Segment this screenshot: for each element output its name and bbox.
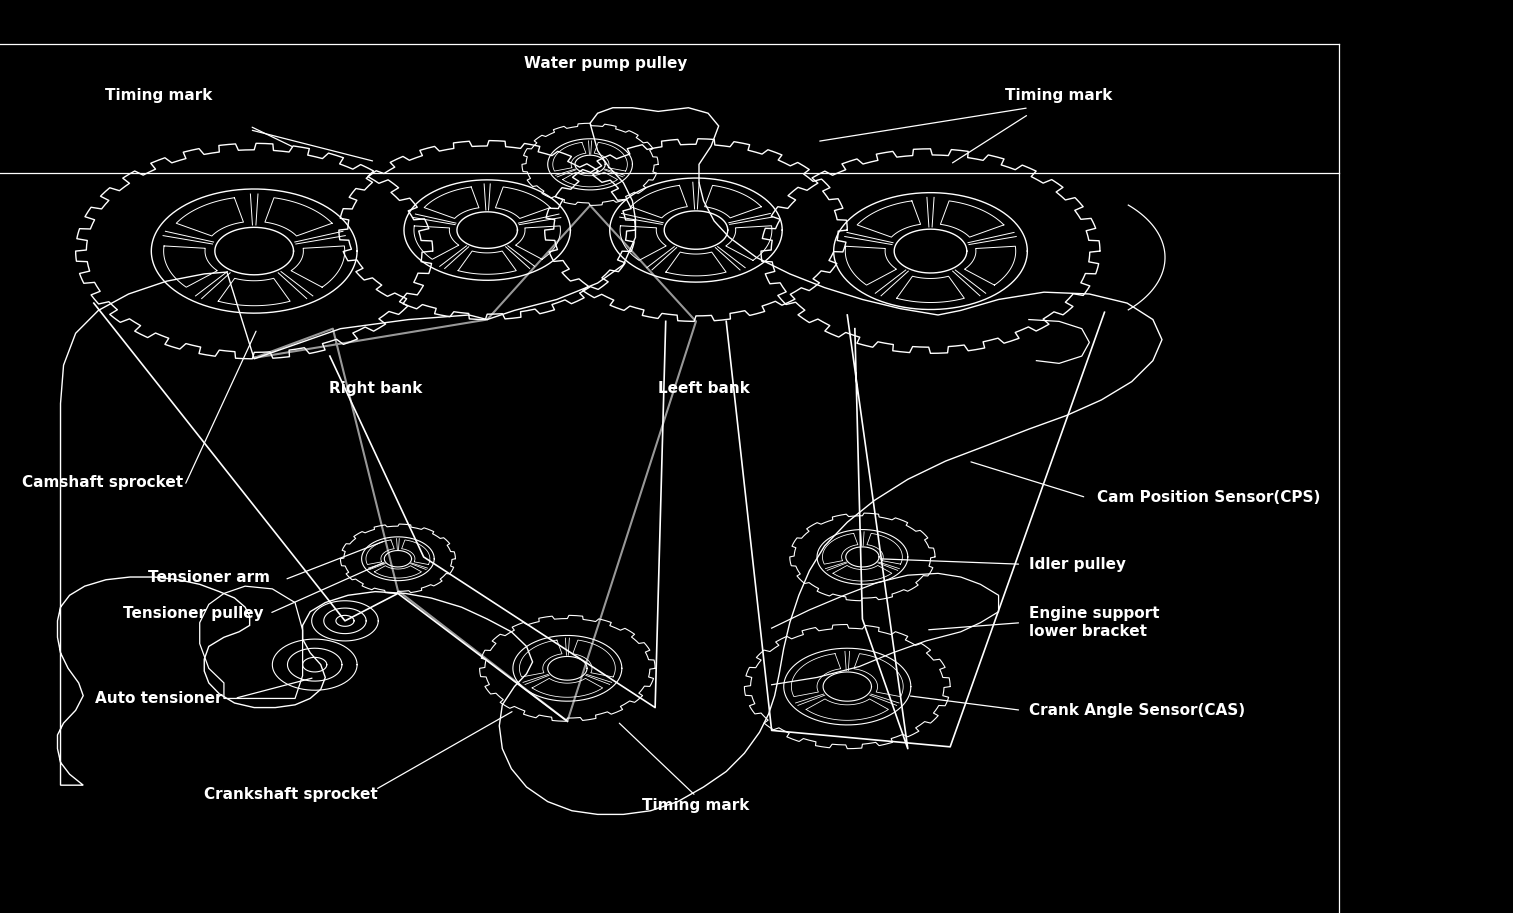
Text: Water pump pulley: Water pump pulley: [523, 57, 687, 71]
Text: Idler pulley: Idler pulley: [1029, 557, 1126, 572]
Text: Camshaft sprocket: Camshaft sprocket: [23, 475, 183, 489]
Text: Timing mark: Timing mark: [1006, 89, 1112, 103]
Text: Leeft bank: Leeft bank: [658, 381, 749, 395]
Text: Crankshaft sprocket: Crankshaft sprocket: [204, 787, 377, 802]
Text: Timing mark: Timing mark: [643, 798, 749, 813]
Text: Tensioner arm: Tensioner arm: [148, 570, 269, 584]
Text: Tensioner pulley: Tensioner pulley: [124, 606, 263, 621]
Text: Engine support
lower bracket: Engine support lower bracket: [1029, 606, 1159, 639]
Text: Auto tensioner: Auto tensioner: [95, 691, 222, 706]
Text: Right bank: Right bank: [328, 381, 422, 395]
Text: Timing mark: Timing mark: [106, 89, 212, 103]
Text: Crank Angle Sensor(CAS): Crank Angle Sensor(CAS): [1029, 703, 1245, 718]
Text: Cam Position Sensor(CPS): Cam Position Sensor(CPS): [1097, 490, 1321, 505]
